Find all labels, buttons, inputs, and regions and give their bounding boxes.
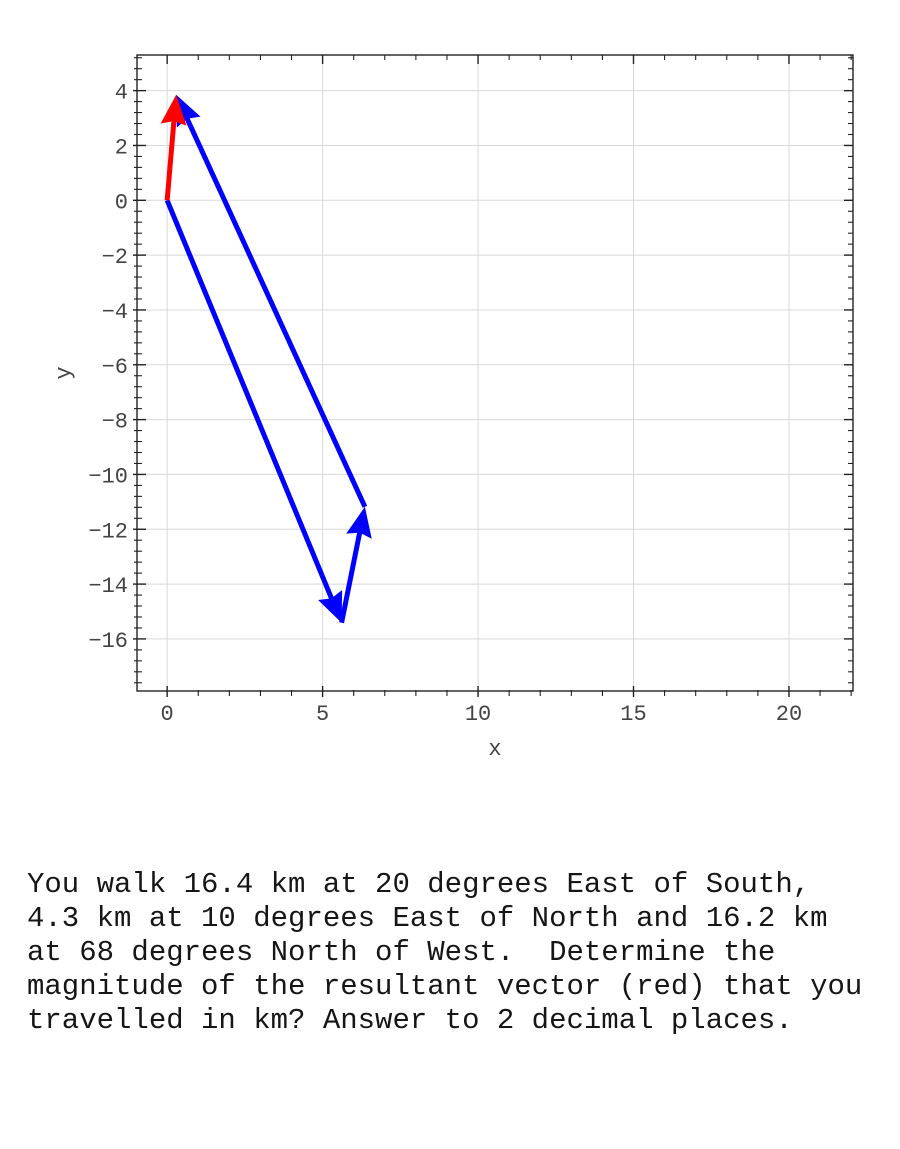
y-tick-label: −10 [88, 464, 128, 489]
question-line: 4.3 km at 10 degrees East of North and 1… [27, 902, 828, 935]
y-tick-label: −16 [88, 629, 128, 654]
question-text: You walk 16.4 km at 20 degrees East of S… [27, 868, 862, 1038]
y-tick-label: 2 [115, 135, 128, 160]
y-tick-label: −14 [88, 574, 128, 599]
vector-shaft-leg-3-16.2km-68deg-north-of-west [184, 117, 368, 508]
y-tick-label: 0 [115, 190, 128, 215]
question-line: at 68 degrees North of West. Determine t… [27, 936, 776, 969]
y-tick-label: 4 [115, 81, 128, 106]
y-tick-label: −8 [102, 410, 128, 435]
x-tick-label: 0 [161, 702, 174, 727]
question-line: magnitude of the resultant vector (red) … [27, 970, 863, 1003]
question-line: travelled in km? Answer to 2 decimal pla… [27, 1004, 793, 1037]
vector-shaft-resultant-vector [164, 120, 177, 201]
vector-shaft-leg-1-16.4km-20deg-east-of-south [164, 199, 334, 600]
y-axis-label: y [52, 366, 77, 379]
y-tick-label: −6 [102, 355, 128, 380]
x-tick-label: 5 [316, 702, 329, 727]
plot-border [136, 54, 854, 692]
vector-figure: 0 5 10 15 20 4 2 0 −2 −4 −6 −8 −10 −12 −14 −16 x y [52, 54, 854, 762]
x-axis-label: x [488, 737, 501, 762]
y-tick-label: −4 [102, 300, 128, 325]
x-tick-label: 20 [776, 702, 802, 727]
vector-head-leg-1-16.4km-20deg-east-of-south [318, 590, 343, 623]
x-tick-label: 15 [620, 702, 646, 727]
question-line: You walk 16.4 km at 20 degrees East of S… [27, 868, 811, 901]
x-tick-label: 10 [465, 702, 491, 727]
vector-head-leg-2-4.3km-10deg-east-of-north [346, 506, 372, 539]
vector-head-resultant-vector [160, 94, 187, 126]
y-tick-label: −2 [102, 245, 128, 270]
vector-shaft-leg-2-4.3km-10deg-east-of-north [339, 532, 363, 624]
y-tick-label: −12 [88, 519, 128, 544]
